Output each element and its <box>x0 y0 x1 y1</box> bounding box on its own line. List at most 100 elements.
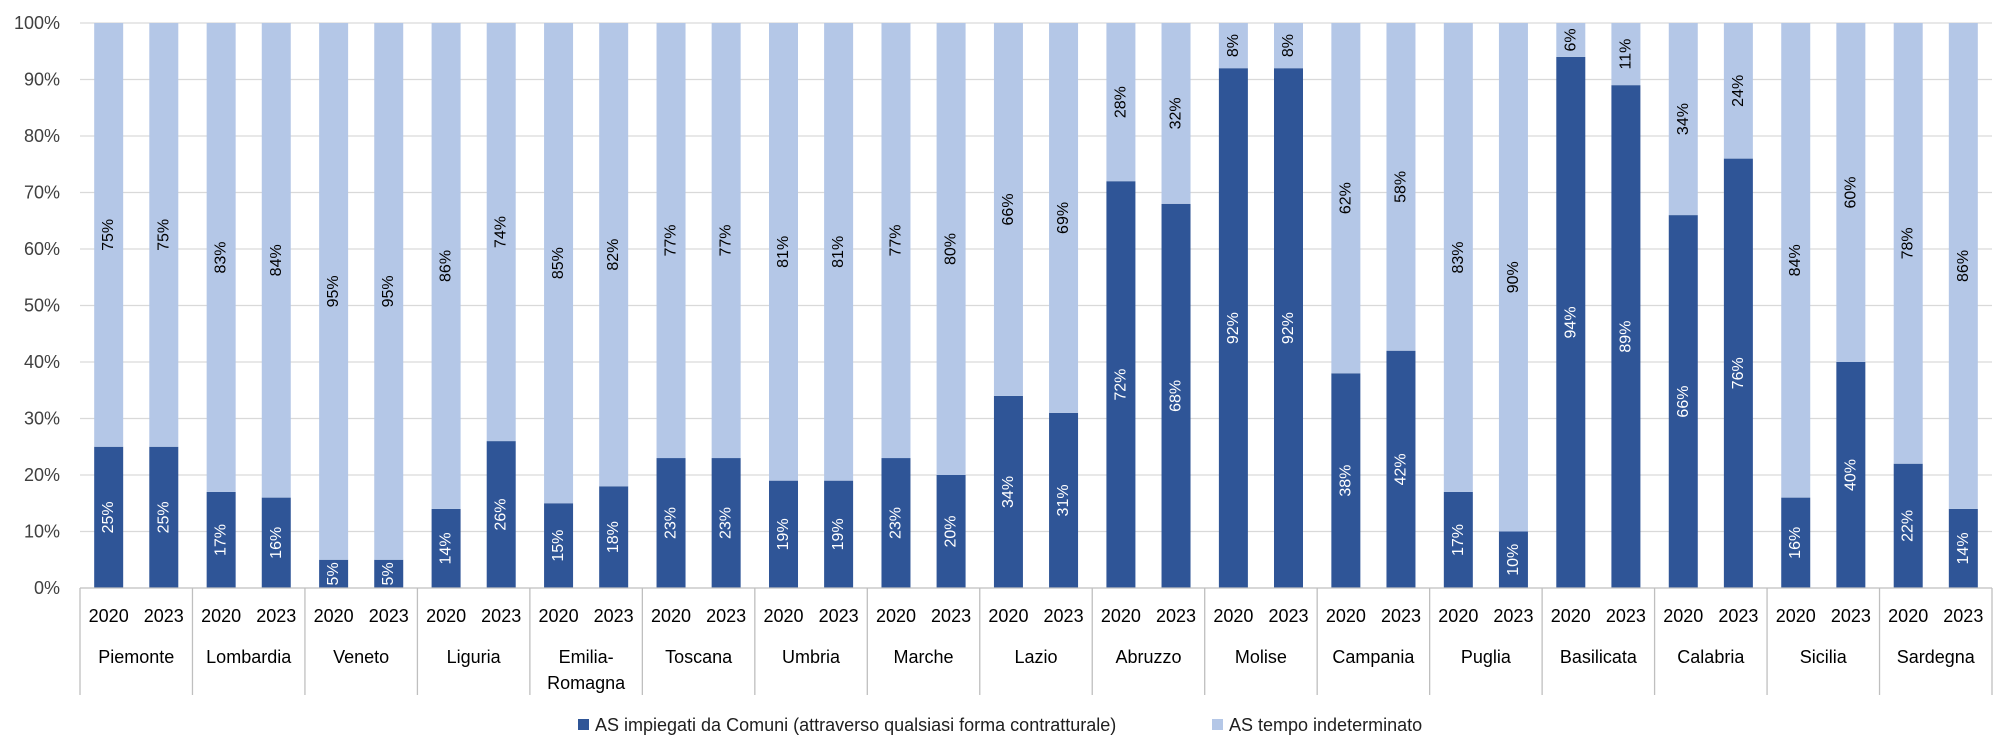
data-label: 16% <box>268 527 285 559</box>
x-year-label: 2020 <box>988 606 1028 626</box>
data-label: 75% <box>155 219 172 251</box>
x-region-label: Abruzzo <box>1115 647 1181 667</box>
y-tick-label: 70% <box>24 183 60 203</box>
x-year-label: 2020 <box>651 606 691 626</box>
x-year-label: 2023 <box>256 606 296 626</box>
legend-label-tempo-indeterminato: AS tempo indeterminato <box>1229 715 1422 735</box>
data-label: 8% <box>1225 34 1242 57</box>
data-label: 16% <box>1787 527 1804 559</box>
data-label: 92% <box>1280 312 1297 344</box>
bar-segment <box>824 480 854 588</box>
data-label: 6% <box>1562 28 1579 51</box>
x-region-label: Lazio <box>1014 647 1057 667</box>
x-region-label: Veneto <box>333 647 389 667</box>
x-region-label: Romagna <box>547 673 626 693</box>
x-year-label: 2020 <box>539 606 579 626</box>
bar-segment <box>1498 531 1528 588</box>
x-year-label: 2023 <box>144 606 184 626</box>
bar-segment <box>1781 23 1811 498</box>
data-label: 77% <box>663 225 680 257</box>
data-label: 72% <box>1112 369 1129 401</box>
data-label: 94% <box>1562 306 1579 338</box>
x-region-label: Emilia- <box>559 647 614 667</box>
bar-segment <box>1556 56 1586 588</box>
x-year-label: 2020 <box>1438 606 1478 626</box>
bar-segment <box>1668 23 1698 216</box>
data-label: 38% <box>1337 465 1354 497</box>
data-label: 26% <box>493 499 510 531</box>
bar-segment <box>1273 23 1303 69</box>
x-region-label: Puglia <box>1461 647 1512 667</box>
bar-segment <box>1443 491 1473 588</box>
y-tick-label: 20% <box>24 465 60 485</box>
x-year-label: 2020 <box>763 606 803 626</box>
bar-segment <box>431 508 461 588</box>
bar-segment <box>1893 23 1923 464</box>
bar-segment <box>94 23 124 447</box>
data-label: 40% <box>1842 459 1859 491</box>
bar-segment <box>1049 23 1079 413</box>
x-year-label: 2023 <box>1606 606 1646 626</box>
data-label: 95% <box>380 275 397 307</box>
bar-segment <box>881 458 911 588</box>
bar-segment <box>656 458 686 588</box>
bar-segment <box>544 503 574 588</box>
bar-segment <box>1161 23 1191 204</box>
data-label: 69% <box>1055 202 1072 234</box>
data-label: 5% <box>325 562 342 585</box>
data-label: 84% <box>1787 244 1804 276</box>
data-label: 81% <box>775 236 792 268</box>
bar-segment <box>711 23 741 459</box>
bar-segment <box>319 559 349 588</box>
data-label: 18% <box>605 521 622 553</box>
gridlines <box>80 22 1992 533</box>
x-year-label: 2023 <box>706 606 746 626</box>
bar-segment <box>1668 215 1698 588</box>
y-tick-label: 10% <box>24 522 60 542</box>
data-label: 90% <box>1505 261 1522 293</box>
data-label: 74% <box>493 216 510 248</box>
data-label: 81% <box>830 236 847 268</box>
bar-segment <box>1386 23 1416 351</box>
x-year-label: 2020 <box>1213 606 1253 626</box>
bar-segment <box>1049 412 1079 588</box>
x-year-label: 2023 <box>931 606 971 626</box>
x-year-label: 2023 <box>819 606 859 626</box>
bar-segment <box>1611 85 1641 589</box>
bar-segment <box>599 23 629 487</box>
legend: AS impiegati da Comuni (attraverso quals… <box>578 715 1422 735</box>
data-label: 8% <box>1280 34 1297 57</box>
bar-segment <box>261 497 291 588</box>
data-label: 95% <box>325 275 342 307</box>
x-year-label: 2023 <box>594 606 634 626</box>
x-axis: 2020 2023 Piemonte 2020 2023 Lombardia 2020 202… <box>79 587 1993 695</box>
bar-segment <box>993 23 1023 396</box>
bar-segment <box>1836 23 1866 362</box>
y-tick-label: 40% <box>24 352 60 372</box>
bar-segment <box>1106 23 1136 182</box>
bar-segment <box>1556 23 1586 57</box>
data-label: 17% <box>1450 524 1467 556</box>
x-year-label: 2023 <box>1493 606 1533 626</box>
data-label: 19% <box>830 518 847 550</box>
data-label: 42% <box>1392 453 1409 485</box>
bar-segment <box>936 475 966 588</box>
bar-segment <box>1723 23 1753 159</box>
x-year-label: 2020 <box>1888 606 1928 626</box>
y-tick-label: 90% <box>24 70 60 90</box>
bar-segment <box>1331 23 1361 374</box>
y-tick-label: 100% <box>14 13 60 33</box>
data-label: 31% <box>1055 484 1072 516</box>
bar-segment <box>1273 68 1303 588</box>
x-year-label: 2020 <box>1326 606 1366 626</box>
data-label: 22% <box>1900 510 1917 542</box>
legend-label-comuni: AS impiegati da Comuni (attraverso quals… <box>595 715 1116 735</box>
bar-segment <box>1893 463 1923 588</box>
data-label: 60% <box>1842 176 1859 208</box>
bar-segment <box>1443 23 1473 492</box>
x-region-label: Lombardia <box>206 647 292 667</box>
x-region-label: Campania <box>1332 647 1415 667</box>
y-tick-label: 30% <box>24 409 60 429</box>
bar-segment <box>94 446 124 588</box>
bar-segment <box>1218 68 1248 588</box>
